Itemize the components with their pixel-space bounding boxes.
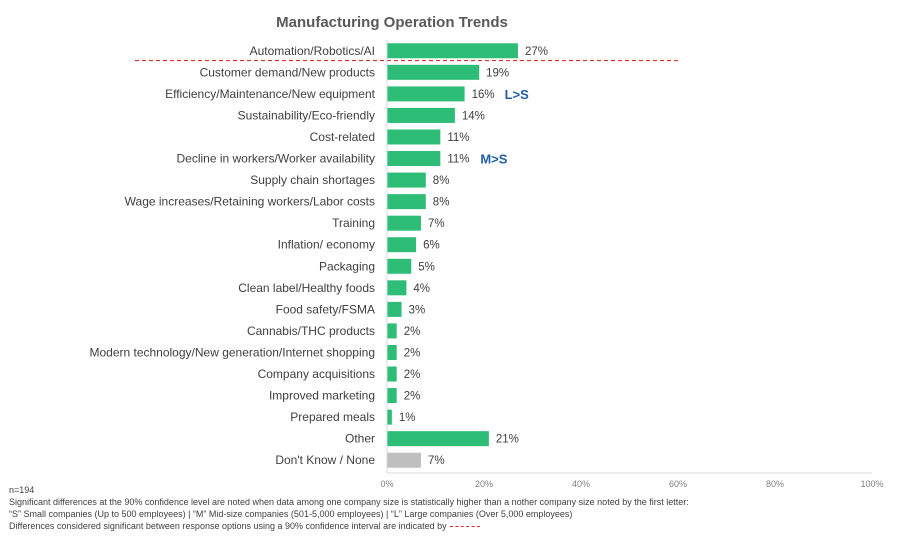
x-tick-label-0: 0% (380, 479, 393, 489)
value-label-company-acquisitions: 2% (404, 369, 421, 381)
bar-don-t-know-none (387, 452, 421, 468)
value-label-inflation-economy: 6% (423, 240, 440, 252)
bar-efficiency-maintenance-new-equipment (387, 86, 465, 102)
value-label-improved-marketing: 2% (404, 391, 421, 403)
category-label-prepared-meals: Prepared meals (290, 410, 375, 424)
dashed-line-sample (449, 526, 480, 528)
bar-training (387, 215, 421, 231)
bar-other (387, 431, 489, 447)
category-label-decline-in-workers-worker-availability: Decline in workers/Worker availability (176, 152, 375, 166)
category-label-clean-label-healthy-foods: Clean label/Healthy foods (238, 281, 375, 295)
value-label-food-safety-fsma: 3% (409, 304, 426, 316)
value-label-clean-label-healthy-foods: 4% (413, 283, 430, 295)
bar-cost-related (387, 129, 441, 145)
bar-improved-marketing (387, 388, 397, 404)
x-tick-label-80: 80% (766, 479, 784, 489)
category-label-food-safety-fsma: Food safety/FSMA (276, 302, 375, 316)
category-label-packaging: Packaging (319, 259, 375, 273)
x-tick-label-40: 40% (572, 479, 590, 489)
category-label-inflation-economy: Inflation/ economy (278, 238, 375, 252)
value-label-customer-demand-new-products: 19% (486, 67, 509, 79)
value-label-cannabis-thc-products: 2% (404, 326, 421, 338)
value-label-prepared-meals: 1% (399, 412, 416, 424)
bar-automation-robotics-ai (387, 43, 518, 59)
category-label-sustainability-eco-friendly: Sustainability/Eco-friendly (238, 108, 375, 122)
bar-prepared-meals (387, 409, 392, 425)
x-axis: 0% 20% 40% 60% 80% 100% (380, 40, 884, 489)
category-label-company-acquisitions: Company acquisitions (258, 367, 375, 381)
value-label-wage-increases-retaining-workers-labor-costs: 8% (433, 197, 450, 209)
bar-cannabis-thc-products (387, 323, 397, 339)
bar-inflation-economy (387, 237, 417, 253)
bar-decline-in-workers-worker-availability (387, 151, 441, 167)
value-label-automation-robotics-ai: 27% (525, 46, 548, 58)
bar-company-acquisitions (387, 366, 397, 382)
dashed-line-note-row: Differences considered significant betwe… (9, 520, 889, 532)
bar-packaging (387, 258, 412, 274)
category-label-modern-technology-new-generation-internet-shopping: Modern technology/New generation/Interne… (89, 345, 375, 359)
significance-annotation-m-s: M>S (480, 152, 507, 167)
category-label-training: Training (332, 216, 375, 230)
bar-wage-increases-retaining-workers-labor-costs (387, 194, 426, 210)
bar-customer-demand-new-products (387, 64, 480, 80)
significance-note: Significant differences at the 90% confi… (9, 497, 689, 507)
value-label-supply-chain-shortages: 8% (433, 175, 450, 187)
value-label-other: 21% (496, 434, 519, 446)
bar-modern-technology-new-generation-internet-shopping (387, 344, 397, 360)
x-tick-label-20: 20% (475, 479, 493, 489)
value-label-training: 7% (428, 218, 445, 230)
value-label-cost-related: 11% (447, 132, 469, 144)
category-label-don-t-know-none: Don't Know / None (275, 453, 375, 467)
x-tick-label-60: 60% (669, 479, 687, 489)
x-tick-label-100: 100% (860, 479, 883, 489)
value-label-efficiency-maintenance-new-equipment: 16% (472, 89, 495, 101)
bar-supply-chain-shortages (387, 172, 426, 188)
sample-size-note: n=194 (9, 485, 35, 495)
category-label-cost-related: Cost-related (310, 130, 375, 144)
chart-title: Manufacturing Operation Trends (276, 14, 508, 31)
category-label-other: Other (345, 432, 375, 446)
category-label-cannabis-thc-products: Cannabis/THC products (247, 324, 375, 338)
dashed-line-note: Differences considered significant betwe… (9, 521, 447, 531)
value-label-don-t-know-none: 7% (428, 455, 445, 467)
value-label-modern-technology-new-generation-internet-shopping: 2% (404, 347, 421, 359)
category-label-efficiency-maintenance-new-equipment: Efficiency/Maintenance/New equipment (165, 87, 376, 101)
value-label-decline-in-workers-worker-availability: 11% (447, 154, 469, 166)
category-label-wage-increases-retaining-workers-labor-costs: Wage increases/Retaining workers/Labor c… (125, 195, 375, 209)
category-label-automation-robotics-ai: Automation/Robotics/AI (250, 44, 375, 58)
value-label-sustainability-eco-friendly: 14% (462, 110, 485, 122)
footnotes: n=194 Significant differences at the 90%… (9, 484, 889, 532)
value-label-packaging: 5% (418, 261, 435, 273)
category-label-customer-demand-new-products: Customer demand/New products (200, 65, 375, 79)
bar-clean-label-healthy-foods (387, 280, 407, 296)
bars-layer: Automation/Robotics/AI 27% Customer demand… (89, 43, 680, 468)
bar-food-safety-fsma (387, 301, 402, 317)
significance-annotation-l-s: L>S (505, 87, 530, 102)
category-label-improved-marketing: Improved marketing (269, 389, 375, 403)
company-size-legend: “S” Small companies (Up to 500 employees… (9, 509, 573, 519)
bar-sustainability-eco-friendly (387, 107, 455, 123)
category-label-supply-chain-shortages: Supply chain shortages (250, 173, 375, 187)
